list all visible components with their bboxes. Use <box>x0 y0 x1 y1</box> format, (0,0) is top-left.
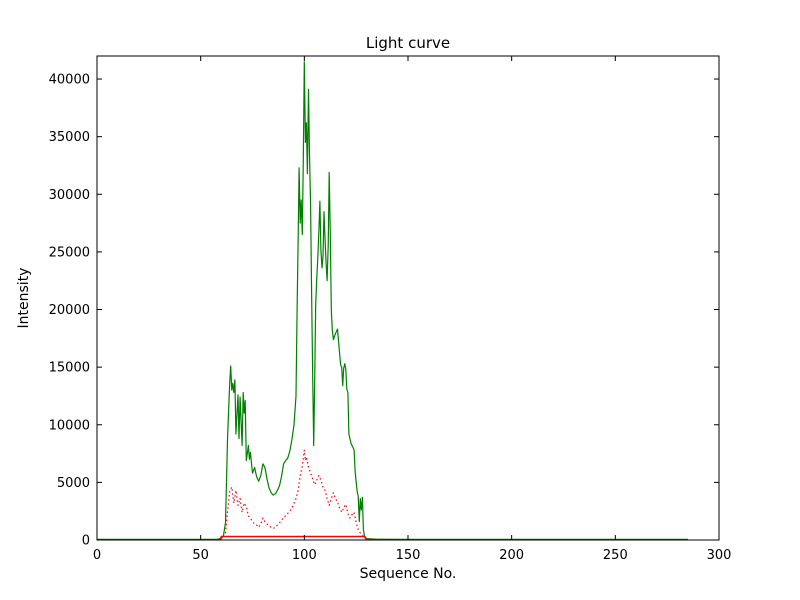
svg-text:100: 100 <box>292 548 317 563</box>
svg-text:50: 50 <box>192 548 209 563</box>
svg-text:300: 300 <box>707 548 732 563</box>
svg-text:5000: 5000 <box>57 476 90 491</box>
chart-title: Light curve <box>365 34 451 52</box>
svg-text:20000: 20000 <box>49 303 90 318</box>
x-axis-label: Sequence No. <box>359 566 457 582</box>
y-axis-label: Intensity <box>16 267 32 329</box>
svg-text:200: 200 <box>499 548 524 563</box>
svg-text:0: 0 <box>82 534 90 549</box>
svg-text:25000: 25000 <box>49 245 90 260</box>
svg-text:35000: 35000 <box>49 130 90 145</box>
svg-text:150: 150 <box>396 548 421 563</box>
svg-text:10000: 10000 <box>49 418 90 433</box>
svg-text:30000: 30000 <box>49 188 90 203</box>
svg-text:0: 0 <box>93 548 101 563</box>
svg-text:15000: 15000 <box>49 361 90 376</box>
svg-text:250: 250 <box>603 548 628 563</box>
svg-text:40000: 40000 <box>49 73 90 88</box>
